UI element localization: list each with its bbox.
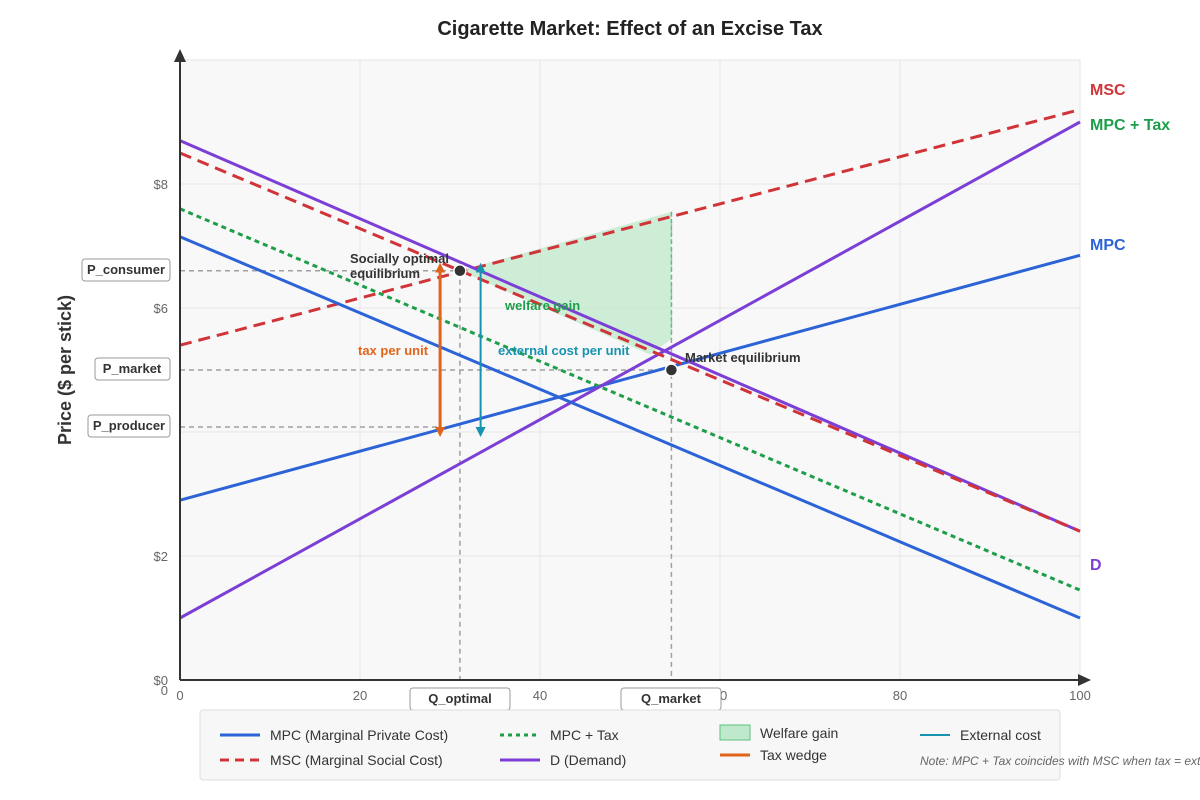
legend-swatch-welfare xyxy=(719,724,751,741)
y-tick-label: $0 xyxy=(154,673,168,688)
grid xyxy=(180,60,1080,680)
legend-demand-label: D (Demand) xyxy=(550,752,626,768)
series-line-mpc xyxy=(179,253,1081,502)
welfare-gain-region xyxy=(459,211,673,355)
y-tick-label: $2 xyxy=(154,549,168,564)
edge-label-msc: MSC xyxy=(1090,82,1126,99)
series-line-mpc-tax xyxy=(179,207,1081,592)
socially-optimal-label-line1: Socially optimal xyxy=(350,251,449,266)
legend-mpc-tax-label: MPC + Tax xyxy=(550,727,619,743)
legend-box xyxy=(199,709,1061,781)
wedge-arrows xyxy=(435,262,486,437)
x-axis-arrow xyxy=(1078,674,1091,686)
equilibrium-points xyxy=(453,264,679,377)
legend-mpc-label: MPC (Marginal Private Cost) xyxy=(270,727,448,743)
p-market-label: P_market xyxy=(103,361,162,376)
x-tick-label: 80 xyxy=(893,688,907,703)
legend-msc-label: MSC (Marginal Social Cost) xyxy=(270,752,443,768)
legend-external-label: External cost xyxy=(960,727,1041,743)
welfare-gain-label: welfare gain xyxy=(504,298,580,313)
market-equilibrium-label: Market equilibrium xyxy=(685,350,801,365)
series-lines xyxy=(179,108,1081,620)
x-tick-label: 100 xyxy=(1069,688,1091,703)
edge-label-d: D xyxy=(1090,557,1102,574)
legend-welfare-label: Welfare gain xyxy=(760,725,838,741)
y-axis-label: Price ($ per stick) xyxy=(55,295,75,445)
edge-label-mpc-tax: MPC + Tax xyxy=(1090,117,1170,134)
y-tick-label: $6 xyxy=(154,301,168,316)
edge-label-mpc: MPC xyxy=(1090,237,1126,254)
q-market-box: Q_market xyxy=(620,687,722,711)
socially-optimal-label-line2: equilibrium xyxy=(350,266,420,281)
p-producer-label: P_producer xyxy=(93,418,165,433)
p-producer-box: P_producer xyxy=(87,414,171,438)
y-axis-arrow xyxy=(174,49,186,62)
series-line-6 xyxy=(179,151,1081,533)
y-tick-label: $8 xyxy=(154,177,168,192)
q-optimal-label: Q_optimal xyxy=(428,691,492,706)
x-tick-label: 40 xyxy=(533,688,547,703)
p-market-box: P_market xyxy=(94,357,171,381)
chart-title: Cigarette Market: Effect of an Excise Ta… xyxy=(437,18,822,40)
tax-per-unit-label: tax per unit xyxy=(358,343,429,358)
external-cost-per-unit-label: external cost per unit xyxy=(498,343,630,358)
q-optimal-box: Q_optimal xyxy=(409,687,511,711)
socially-optimal-point xyxy=(453,264,467,278)
p-consumer-label: P_consumer xyxy=(87,262,165,277)
legend-tax-label: Tax wedge xyxy=(760,747,827,763)
series-line-d xyxy=(179,120,1081,620)
market-equilibrium-point xyxy=(664,363,679,377)
x-tick-label: 20 xyxy=(353,688,367,703)
x-tick-label: 0 xyxy=(176,688,183,703)
series-line-4 xyxy=(179,235,1081,620)
legend: MPC (Marginal Private Cost) MSC (Margina… xyxy=(199,709,1061,781)
origin-tick-label: 0 xyxy=(161,683,168,698)
welfare-gain-area xyxy=(459,211,672,355)
series-line-5 xyxy=(179,139,1081,533)
q-market-label: Q_market xyxy=(641,691,702,706)
p-consumer-box: P_consumer xyxy=(81,258,171,282)
legend-note: Note: MPC + Tax coincides with MSC when … xyxy=(920,754,1200,768)
series-line-msc xyxy=(179,108,1081,347)
